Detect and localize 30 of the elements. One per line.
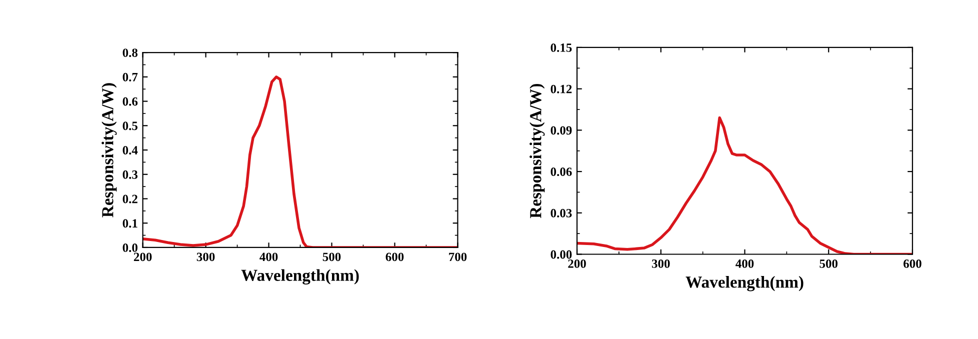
y-tick-label: 0.15 — [550, 43, 572, 52]
y-tick-label: 0.03 — [550, 208, 572, 218]
x-tick-label: 600 — [904, 259, 922, 268]
x-axis-title: Wavelength(nm) — [686, 276, 804, 292]
x-tick-label: 300 — [196, 252, 215, 262]
y-tick-label: 0.6 — [122, 97, 138, 106]
y-tick-label: 0.0 — [122, 243, 138, 252]
y-tick-label: 0.00 — [550, 250, 572, 259]
y-axis-title: Responsivity(A/W) — [530, 84, 545, 218]
y-tick-label: 0.4 — [122, 146, 138, 155]
y-tick-label: 0.06 — [550, 168, 572, 176]
y-tick-label: 0.12 — [550, 84, 572, 94]
y-tick-label: 0.7 — [122, 72, 138, 82]
x-tick-label: 200 — [134, 252, 152, 262]
x-tick-label: 400 — [736, 259, 754, 268]
y-axis-title: Responsivity(A/W) — [102, 83, 117, 218]
y-tick-label: 0.09 — [550, 126, 572, 135]
x-tick-label: 200 — [568, 259, 586, 268]
y-tick-label: 0.8 — [122, 48, 138, 58]
x-tick-label: 500 — [820, 259, 838, 268]
x-tick-label: 400 — [260, 252, 278, 262]
x-tick-label: 500 — [322, 252, 341, 262]
x-tick-label: 300 — [652, 259, 670, 268]
y-tick-label: 0.1 — [122, 219, 138, 228]
x-tick-label: 700 — [449, 252, 467, 262]
y-tick-label: 0.2 — [122, 194, 138, 204]
x-tick-label: 600 — [386, 252, 404, 262]
y-tick-label: 0.5 — [122, 122, 138, 130]
x-axis-title: Wavelength(nm) — [241, 269, 359, 284]
y-tick-label: 0.3 — [122, 170, 138, 179]
